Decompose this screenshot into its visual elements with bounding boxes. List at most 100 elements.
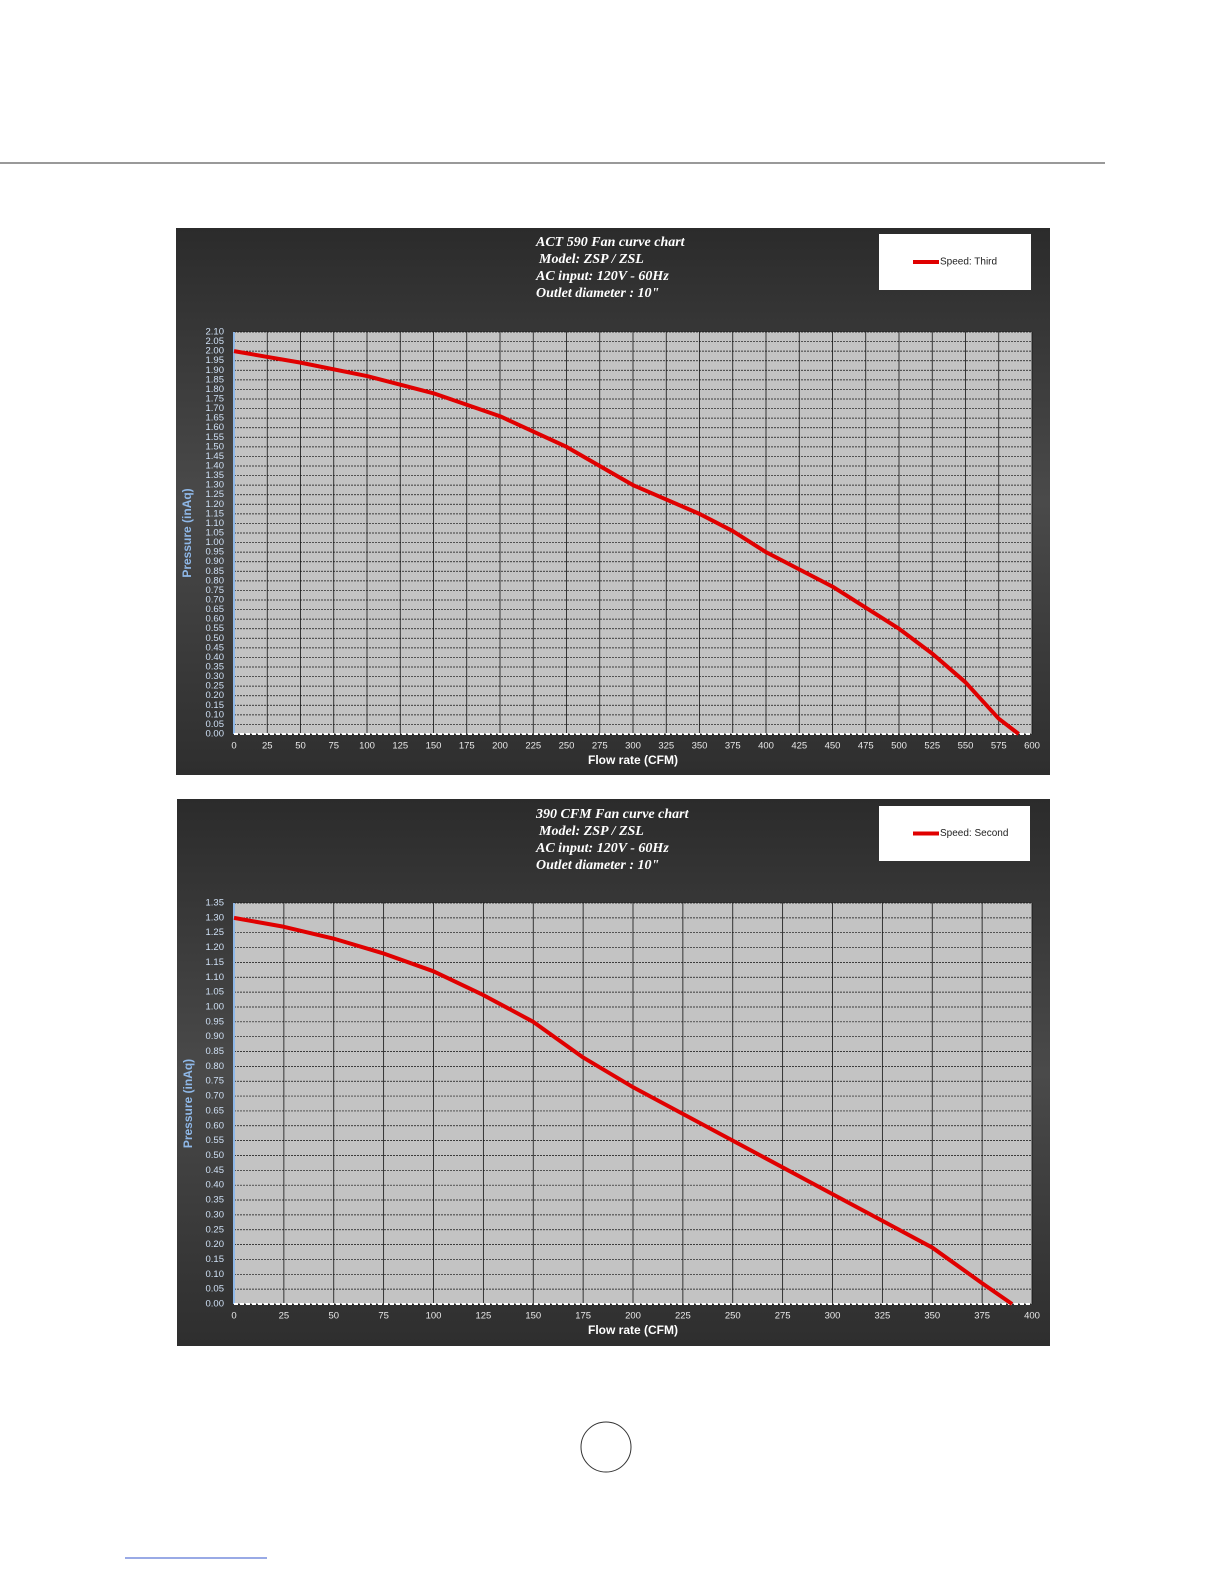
y-tick-label: 1.60 (206, 422, 225, 433)
x-axis-label: Flow rate (CFM) (588, 753, 678, 767)
y-tick-label: 2.10 (206, 327, 225, 338)
y-tick-label: 0.35 (206, 662, 225, 673)
y-tick-label: 0.45 (206, 1165, 225, 1176)
y-tick-label: 0.55 (206, 1135, 225, 1146)
x-tick-label: 400 (1024, 1311, 1040, 1322)
y-tick-label: 1.25 (206, 927, 225, 938)
y-tick-label: 1.80 (206, 384, 225, 395)
x-axis-label: Flow rate (CFM) (588, 1323, 678, 1337)
y-tick-label: 1.55 (206, 432, 225, 443)
x-tick-label: 75 (328, 741, 339, 752)
y-tick-label: 1.05 (206, 528, 225, 539)
y-tick-label: 1.40 (206, 461, 225, 472)
y-tick-label: 0.65 (206, 604, 225, 615)
x-tick-label: 225 (525, 741, 541, 752)
legend-box (879, 234, 1031, 290)
y-tick-label: 1.85 (206, 374, 225, 385)
legend-label: Speed: Second (940, 828, 1008, 839)
y-tick-label: 0.10 (206, 709, 225, 720)
x-tick-label: 25 (279, 1311, 290, 1322)
x-tick-label: 350 (692, 741, 708, 752)
x-tick-label: 250 (559, 741, 575, 752)
chart-title: ACT 590 Fan curve chart (535, 235, 686, 250)
y-tick-label: 1.65 (206, 413, 225, 424)
y-tick-label: 0.70 (206, 595, 225, 606)
y-tick-label: 0.45 (206, 642, 225, 653)
x-tick-label: 375 (725, 741, 741, 752)
x-tick-label: 225 (675, 1311, 691, 1322)
y-tick-label: 0.70 (206, 1091, 225, 1102)
y-tick-label: 0.25 (206, 681, 225, 692)
x-tick-label: 500 (891, 741, 907, 752)
y-tick-label: 1.45 (206, 451, 225, 462)
x-tick-label: 300 (825, 1311, 841, 1322)
x-tick-label: 25 (262, 741, 273, 752)
y-tick-label: 0.35 (206, 1195, 225, 1206)
x-tick-label: 275 (775, 1311, 791, 1322)
x-tick-label: 325 (658, 741, 674, 752)
y-tick-label: 1.30 (206, 480, 225, 491)
x-tick-label: 125 (475, 1311, 491, 1322)
y-tick-label: 1.15 (206, 957, 225, 968)
y-tick-label: 0.25 (206, 1224, 225, 1235)
y-tick-label: 1.35 (206, 470, 225, 481)
y-tick-label: 0.15 (206, 700, 225, 711)
y-tick-label: 1.25 (206, 489, 225, 500)
y-tick-label: 0.55 (206, 623, 225, 634)
x-tick-label: 0 (231, 1311, 236, 1322)
y-tick-label: 1.15 (206, 508, 225, 519)
y-tick-label: 0.20 (206, 690, 225, 701)
x-tick-label: 275 (592, 741, 608, 752)
y-tick-label: 0.05 (206, 719, 225, 730)
y-tick-label: 1.20 (206, 499, 225, 510)
y-tick-label: 0.65 (206, 1105, 225, 1116)
chart-title: 390 CFM Fan curve chart (535, 807, 690, 822)
y-tick-label: 0.85 (206, 1046, 225, 1057)
y-tick-label: 1.75 (206, 394, 225, 405)
x-tick-label: 200 (492, 741, 508, 752)
y-tick-label: 0.30 (206, 671, 225, 682)
x-tick-label: 150 (525, 1311, 541, 1322)
y-tick-label: 1.10 (206, 972, 225, 983)
y-tick-label: 1.30 (206, 912, 225, 923)
x-tick-label: 150 (426, 741, 442, 752)
x-tick-label: 175 (459, 741, 475, 752)
chart-subtitle: AC input: 120V - 60Hz (535, 269, 669, 284)
x-tick-label: 100 (359, 741, 375, 752)
x-tick-label: 575 (991, 741, 1007, 752)
chart-subtitle: AC input: 120V - 60Hz (535, 841, 669, 856)
x-tick-label: 400 (758, 741, 774, 752)
y-tick-label: 1.90 (206, 365, 225, 376)
y-tick-label: 0.60 (206, 1120, 225, 1131)
y-tick-label: 1.70 (206, 403, 225, 414)
x-tick-label: 350 (924, 1311, 940, 1322)
x-tick-label: 525 (924, 741, 940, 752)
y-tick-label: 0.40 (206, 652, 225, 663)
y-tick-label: 0.85 (206, 566, 225, 577)
y-tick-label: 0.80 (206, 575, 225, 586)
y-tick-label: 0.15 (206, 1254, 225, 1265)
x-tick-label: 475 (858, 741, 874, 752)
x-tick-label: 50 (295, 741, 306, 752)
y-tick-label: 0.00 (206, 729, 225, 740)
x-tick-label: 325 (874, 1311, 890, 1322)
y-tick-label: 0.00 (206, 1299, 225, 1310)
y-tick-label: 0.90 (206, 556, 225, 567)
x-tick-label: 50 (328, 1311, 339, 1322)
y-tick-label: 0.95 (206, 547, 225, 558)
y-tick-label: 1.95 (206, 355, 225, 366)
y-tick-label: 0.40 (206, 1180, 225, 1191)
chart-subtitle: Model: ZSP / ZSL (538, 824, 644, 839)
page-number-circle (580, 1421, 632, 1473)
x-tick-label: 600 (1024, 741, 1040, 752)
x-tick-label: 125 (392, 741, 408, 752)
chart-subtitle: Outlet diameter : 10" (536, 858, 659, 873)
y-axis-label: Pressure (inAq) (180, 488, 194, 577)
y-tick-label: 1.00 (206, 537, 225, 548)
y-tick-label: 0.80 (206, 1061, 225, 1072)
y-tick-label: 2.05 (206, 336, 225, 347)
y-tick-label: 0.10 (206, 1269, 225, 1280)
y-tick-label: 1.05 (206, 987, 225, 998)
y-tick-label: 1.50 (206, 441, 225, 452)
